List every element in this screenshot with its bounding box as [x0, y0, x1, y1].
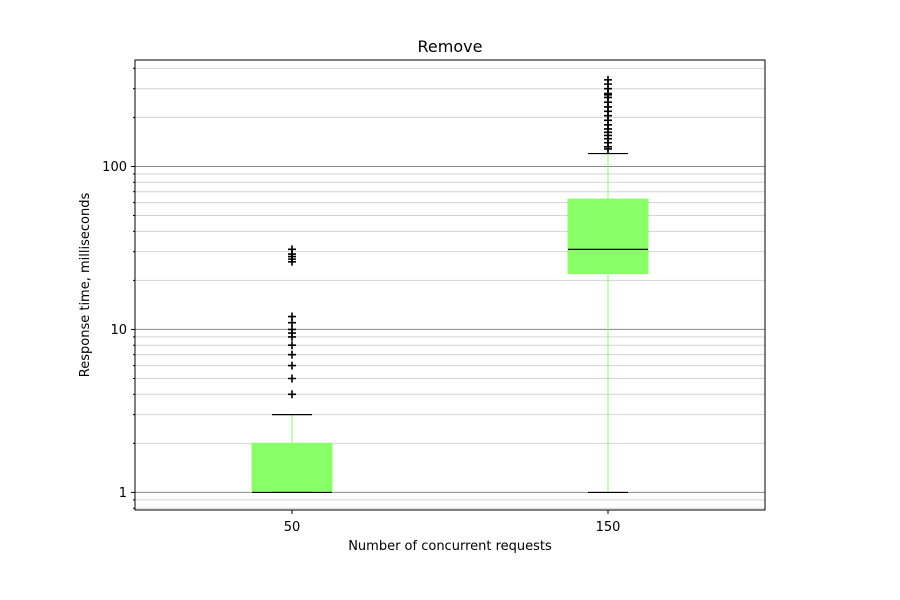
boxes [251, 75, 649, 494]
chart-title: Remove [418, 37, 483, 56]
box-group-150 [567, 75, 649, 494]
outlier-marker [288, 350, 296, 359]
outlier-marker [288, 245, 296, 254]
plot-frame [134, 59, 766, 511]
box [567, 198, 649, 275]
y-tick-label: 1 [119, 486, 127, 501]
y-tick-label: 10 [110, 323, 127, 338]
box-group-50 [251, 245, 333, 494]
y-tick-label: 100 [102, 160, 127, 175]
x-axis-label: Number of concurrent requests [348, 539, 552, 554]
outlier-marker [288, 374, 296, 383]
outlier-marker [288, 341, 296, 350]
outlier-marker [288, 390, 296, 399]
outlier-marker [288, 361, 296, 370]
y-axis-label: Response time, milliseconds [78, 193, 93, 378]
outlier-marker [288, 312, 296, 321]
box [251, 442, 333, 493]
outlier-marker [288, 325, 296, 334]
axis-ticks: 1 10 100 50 150 [102, 67, 621, 535]
grid-lines [135, 67, 765, 509]
x-tick-label: 150 [596, 520, 621, 535]
outlier-marker [604, 75, 612, 84]
x-tick-label: 50 [284, 520, 301, 535]
